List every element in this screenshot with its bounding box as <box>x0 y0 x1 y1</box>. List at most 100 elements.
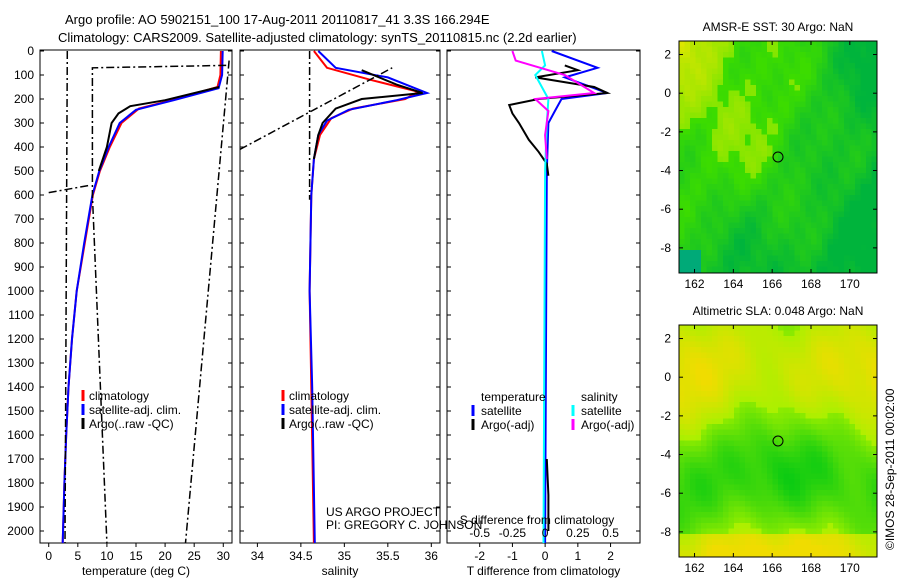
map-cell <box>706 402 713 408</box>
map-cell <box>805 446 812 452</box>
y-tick-label: 0 <box>27 44 34 58</box>
map-cell <box>833 451 839 458</box>
map-cell <box>816 200 823 207</box>
map-cell <box>679 200 685 207</box>
map-cell <box>860 228 867 234</box>
map-cell <box>794 173 801 179</box>
map-cell <box>679 239 685 245</box>
map-cell <box>794 200 801 207</box>
map-cell <box>706 528 713 535</box>
map-cell <box>855 129 861 135</box>
map-cell <box>849 112 856 119</box>
map-cell <box>838 46 845 53</box>
map-cell <box>717 250 724 256</box>
map-cell <box>684 90 691 97</box>
map-cell <box>717 462 724 469</box>
map-cell <box>789 457 795 463</box>
map-cell <box>712 495 718 502</box>
map-cell <box>800 57 806 64</box>
map-cell <box>822 512 828 518</box>
lat-tick-label: 0 <box>664 370 671 384</box>
map-cell <box>767 41 773 47</box>
map-cell <box>844 167 850 174</box>
map-cell <box>794 407 801 414</box>
map-cell <box>745 123 751 130</box>
map-cell <box>739 495 746 502</box>
map-cell <box>805 239 812 245</box>
map-cell <box>750 46 757 53</box>
map-cell <box>739 189 746 196</box>
map-cell <box>690 352 696 359</box>
map-cell <box>811 239 817 245</box>
map-cell <box>855 107 861 113</box>
map-cell <box>794 435 801 441</box>
map-cell <box>750 479 757 485</box>
map-cell <box>800 523 806 529</box>
map-cell <box>767 495 773 502</box>
map-cell <box>723 402 729 408</box>
map-cell <box>717 473 724 480</box>
pi-label: PI: GREGORY C. JOHNSON <box>326 518 482 532</box>
map-cell <box>734 330 740 337</box>
map-cell <box>871 429 878 436</box>
map-cell <box>756 200 762 207</box>
map-cell <box>712 363 718 370</box>
map-cell <box>794 107 801 113</box>
map-cell <box>838 222 845 229</box>
map-cell <box>756 46 762 53</box>
map-cell <box>750 118 757 124</box>
map-cell <box>800 178 806 185</box>
map-cell <box>860 244 867 251</box>
map-cell <box>739 101 746 108</box>
map-cell <box>855 123 861 130</box>
map-cell <box>761 266 768 273</box>
map-cell <box>717 484 724 491</box>
map-cell <box>822 363 828 370</box>
map-cell <box>778 451 784 458</box>
map-cell <box>844 528 850 535</box>
map-cell <box>783 413 790 419</box>
map-cell <box>728 74 735 80</box>
map-cell <box>772 217 779 223</box>
map-cell <box>805 418 812 425</box>
map-cell <box>695 484 702 491</box>
map-cell <box>816 473 823 480</box>
map-cell <box>701 528 707 535</box>
map-cell <box>695 206 702 212</box>
map-cell <box>816 112 823 119</box>
map-cell <box>767 74 773 80</box>
map-cell <box>783 363 790 370</box>
map-cell <box>767 79 773 86</box>
map-cell <box>783 435 790 441</box>
map-cell <box>701 233 707 240</box>
map-cell <box>728 79 735 86</box>
map-cell <box>690 228 696 234</box>
map-cell <box>723 228 729 234</box>
map-cell <box>695 369 702 375</box>
map-cell <box>866 550 872 557</box>
map-cell <box>767 341 773 348</box>
map-cell <box>684 255 691 262</box>
map-cell <box>701 369 707 375</box>
map-cell <box>866 195 872 201</box>
map-cell <box>849 63 856 69</box>
map-cell <box>728 512 735 518</box>
map-cell <box>750 250 757 256</box>
map-cell <box>767 63 773 69</box>
map-cell <box>789 391 795 397</box>
map-cell <box>805 129 812 135</box>
map-cell <box>745 473 751 480</box>
map-cell <box>860 46 867 53</box>
map-cell <box>756 517 762 524</box>
map-cell <box>811 129 817 135</box>
map-cell <box>800 479 806 485</box>
map-cell <box>849 244 856 251</box>
map-cell <box>844 162 850 168</box>
map-cell <box>679 325 685 331</box>
map-cell <box>739 501 746 507</box>
map-cell <box>767 167 773 174</box>
map-cell <box>860 380 867 386</box>
map-cell <box>844 112 850 119</box>
map-cell <box>844 217 850 223</box>
map-cell <box>772 341 779 348</box>
